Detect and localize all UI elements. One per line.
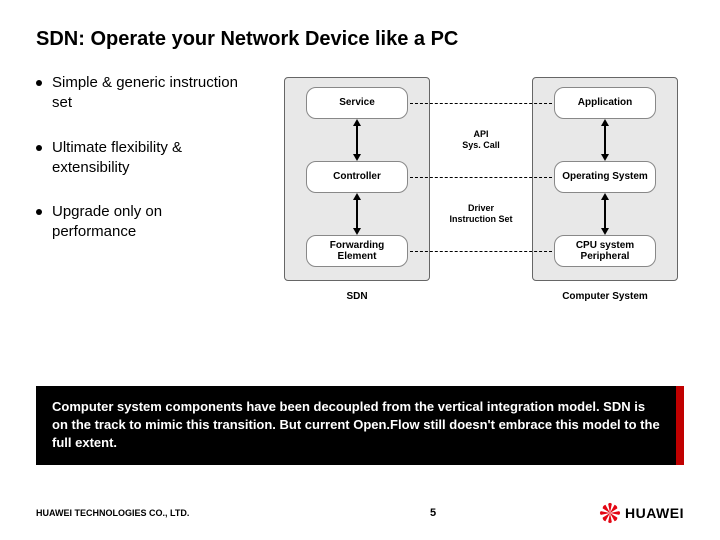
node-controller: Controller — [306, 161, 408, 193]
slide-title: SDN: Operate your Network Device like a … — [36, 28, 684, 51]
mid-label-driver: DriverInstruction Set — [436, 203, 526, 225]
bullet-dot-icon — [36, 209, 42, 215]
bullet-text: Simple & generic instruction set — [52, 73, 246, 114]
node-os: Operating System — [554, 161, 656, 193]
diagram: Service Controller Forwarding Element Ap… — [270, 73, 684, 323]
bullet-text: Ultimate flexibility & extensibility — [52, 138, 246, 179]
page-number: 5 — [430, 507, 436, 519]
content-row: Simple & generic instruction set Ultimat… — [36, 73, 684, 323]
sdn-label: SDN — [284, 291, 430, 302]
computer-label: Computer System — [532, 291, 678, 302]
bullet-item: Simple & generic instruction set — [36, 73, 246, 114]
bullet-text: Upgrade only on performance — [52, 202, 246, 243]
footer: HUAWEI TECHNOLOGIES CO., LTD. 5 HUAWEI — [0, 498, 720, 528]
bullet-item: Ultimate flexibility & extensibility — [36, 138, 246, 179]
slide: SDN: Operate your Network Device like a … — [0, 0, 720, 540]
mid-label-api: APISys. Call — [436, 129, 526, 151]
bullet-dot-icon — [36, 80, 42, 86]
node-service: Service — [306, 87, 408, 119]
dash-line — [410, 251, 552, 252]
huawei-petal-icon — [599, 502, 621, 524]
node-application: Application — [554, 87, 656, 119]
callout-text: Computer system components have been dec… — [36, 386, 684, 465]
footer-company: HUAWEI TECHNOLOGIES CO., LTD. — [36, 508, 189, 518]
logo-text: HUAWEI — [625, 505, 684, 521]
bullet-list: Simple & generic instruction set Ultimat… — [36, 73, 246, 323]
dash-line — [410, 103, 552, 104]
node-cpu: CPU system Peripheral — [554, 235, 656, 267]
node-forwarding: Forwarding Element — [306, 235, 408, 267]
bullet-item: Upgrade only on performance — [36, 202, 246, 243]
dash-line — [410, 177, 552, 178]
huawei-logo: HUAWEI — [599, 502, 684, 524]
bullet-dot-icon — [36, 145, 42, 151]
